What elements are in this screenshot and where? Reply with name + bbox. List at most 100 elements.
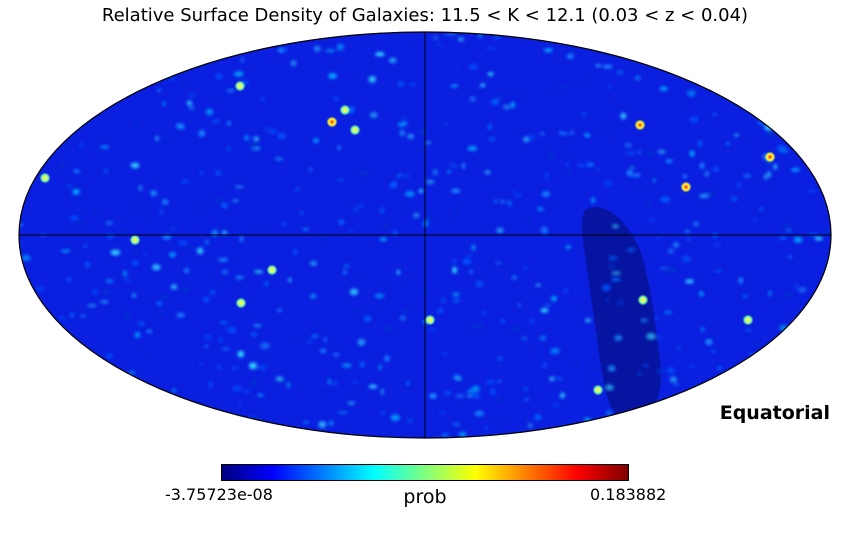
density-blob — [807, 189, 816, 193]
density-blob — [559, 132, 569, 136]
density-blob — [620, 112, 627, 120]
density-blob — [260, 342, 270, 350]
density-blob — [524, 398, 529, 401]
density-blob — [528, 423, 533, 428]
density-blob — [640, 318, 649, 323]
density-blob — [417, 148, 420, 154]
density-blob — [212, 197, 222, 203]
density-blob — [575, 361, 580, 367]
density-blob — [232, 385, 242, 392]
density-blob — [215, 73, 223, 80]
density-blob — [172, 388, 177, 393]
density-blob — [92, 289, 98, 296]
density-blob — [565, 163, 570, 167]
density-blob — [535, 283, 541, 287]
density-blob — [264, 362, 270, 367]
density-blob — [461, 162, 466, 170]
density-blob — [240, 56, 245, 63]
density-blob — [258, 365, 266, 371]
density-blob — [766, 170, 772, 178]
density-blob — [768, 290, 772, 297]
density-blob — [496, 356, 504, 361]
density-blob — [660, 196, 670, 203]
density-blob — [237, 350, 245, 358]
density-blob — [226, 89, 235, 93]
density-blob — [156, 301, 163, 306]
density-blob — [705, 339, 713, 345]
density-blob — [776, 324, 782, 328]
density-blob — [616, 70, 624, 74]
density-blob — [376, 281, 380, 284]
density-blob — [204, 344, 208, 348]
density-blob — [311, 334, 319, 338]
density-blob — [457, 37, 465, 42]
density-blob — [607, 365, 616, 372]
density-blob — [381, 224, 390, 228]
density-blob — [268, 129, 278, 134]
density-blob — [244, 135, 249, 141]
density-blob — [406, 418, 414, 423]
density-blob — [625, 151, 636, 155]
density-blob — [338, 411, 348, 414]
density-blob — [79, 314, 87, 318]
density-blob — [357, 338, 366, 346]
density-blob — [187, 94, 196, 97]
density-blob — [554, 377, 564, 380]
density-blob — [484, 170, 491, 175]
density-blob — [393, 179, 397, 187]
density-blob — [397, 80, 405, 87]
density-blob — [730, 196, 738, 202]
density-blob — [100, 145, 110, 149]
density-blob — [249, 141, 259, 149]
density-peak-core — [596, 388, 600, 392]
density-blob — [438, 411, 448, 414]
density-blob — [399, 129, 406, 137]
density-blob — [314, 45, 321, 52]
density-blob — [539, 132, 545, 136]
density-blob — [336, 43, 345, 51]
density-blob — [585, 160, 591, 168]
density-blob — [402, 174, 411, 178]
density-blob — [426, 214, 432, 222]
density-blob — [612, 224, 619, 229]
density-blob — [488, 137, 496, 141]
density-blob — [552, 403, 560, 408]
density-blob — [605, 127, 614, 131]
density-blob — [313, 138, 320, 143]
density-blob — [407, 133, 415, 140]
density-blob — [676, 345, 681, 350]
density-blob — [743, 174, 752, 178]
density-blob — [169, 252, 176, 258]
density-blob — [436, 308, 444, 314]
density-blob — [67, 184, 73, 188]
density-blob — [734, 133, 739, 137]
density-blob — [667, 367, 675, 374]
density-blob — [452, 292, 460, 296]
density-blob — [221, 230, 228, 235]
density-blob — [123, 269, 127, 277]
density-blob — [647, 219, 656, 222]
density-blob — [142, 252, 147, 255]
density-blob — [198, 362, 205, 366]
density-blob — [123, 312, 132, 318]
density-blob — [565, 245, 572, 250]
density-peak-core — [239, 301, 243, 305]
density-blob — [683, 104, 687, 108]
density-blob — [502, 105, 511, 110]
density-peak-core — [270, 268, 274, 272]
density-blob — [328, 73, 337, 79]
density-blob — [275, 376, 284, 382]
density-blob — [318, 421, 327, 428]
density-blob — [604, 180, 612, 187]
density-blob — [825, 229, 830, 235]
colorbar — [221, 464, 629, 481]
density-blob — [711, 349, 716, 353]
density-blob — [788, 255, 792, 259]
density-blob — [584, 318, 592, 323]
density-blob — [704, 170, 709, 177]
density-blob — [329, 420, 334, 427]
density-blob — [123, 278, 132, 282]
density-blob — [87, 304, 97, 308]
density-blob — [471, 394, 481, 398]
